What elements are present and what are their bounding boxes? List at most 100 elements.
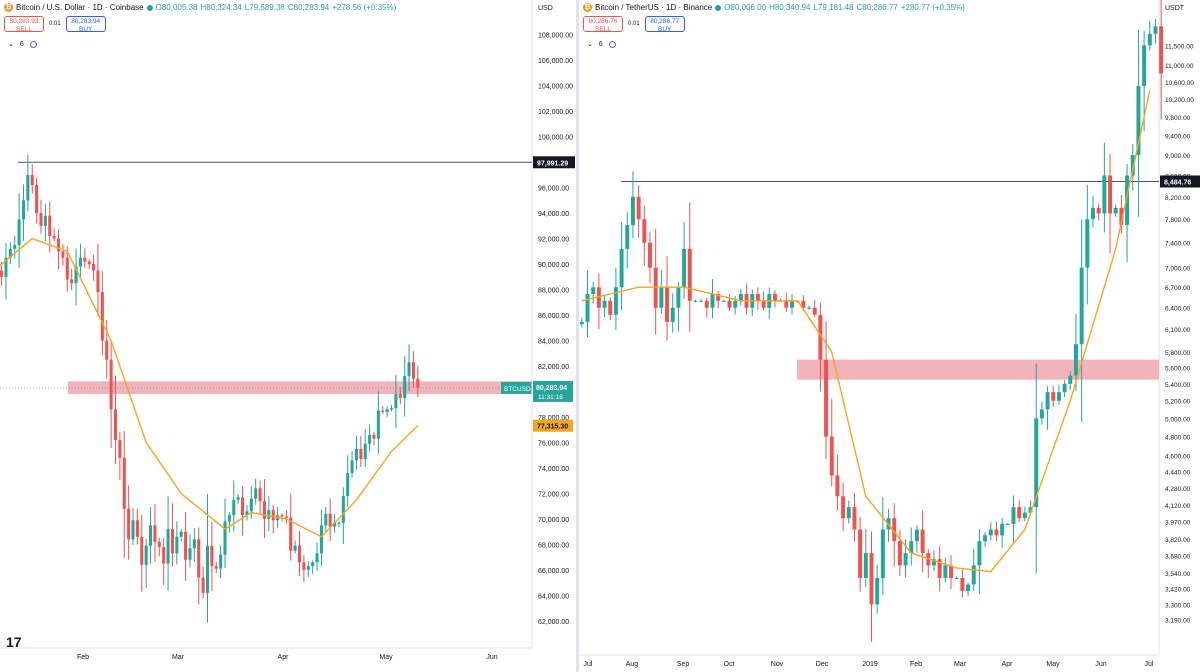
candle-body — [920, 529, 925, 554]
price-tick-label: 78,000.00 — [538, 415, 569, 422]
chart-panel-right[interactable]: USDT 3,190.00 3,300.00 3,420.00 3,540.00 3,68… — [579, 0, 1200, 672]
candle-body — [687, 248, 692, 301]
candle-body — [192, 539, 196, 549]
price-tick-label: 96,000.00 — [538, 186, 569, 193]
ma-price-label-bg — [533, 419, 573, 432]
candlestick-chart-btcusdt[interactable]: USDT 3,190.00 3,300.00 3,420.00 3,540.00 3,68… — [579, 0, 1200, 672]
symbol-title[interactable]: Bitcoin / TetherUS · 1D · Binance — [595, 3, 713, 12]
time-tick-label: Apr — [1002, 661, 1014, 668]
sell-button[interactable]: 80,286.76 SELL — [583, 16, 623, 33]
indicator-count: 6 — [598, 40, 603, 48]
candle-body — [1000, 523, 1005, 536]
symbol-title[interactable]: Bitcoin / U.S. Dollar · 1D · Coinbase — [16, 3, 144, 12]
candle-body — [227, 515, 231, 522]
candle-body — [1102, 175, 1107, 214]
sell-price: 80,283.93 — [9, 18, 39, 25]
indicator-settings-icon[interactable] — [608, 40, 616, 48]
price-tick-label: 8,200.00 — [1165, 195, 1191, 202]
candle-body — [284, 516, 288, 518]
price-tick-label: 3,540.00 — [1165, 571, 1191, 578]
candle-body — [824, 359, 829, 437]
candle-body — [608, 300, 613, 315]
candle-body — [1028, 507, 1033, 513]
price-tick-label: 10,600.00 — [1165, 80, 1194, 87]
buy-button[interactable]: 80,286.77 BUY — [644, 16, 685, 33]
price-tick-label: 6,700.00 — [1165, 285, 1191, 292]
candle-body — [807, 307, 812, 309]
candle-body — [1085, 219, 1090, 268]
candle-body — [949, 565, 954, 578]
candle-body — [337, 522, 341, 524]
sell-label: SELL — [595, 25, 611, 33]
ohlc-open: O80,005.38 — [155, 3, 198, 12]
buy-button[interactable]: 80,283.94 BUY — [65, 16, 106, 33]
candle-body — [78, 257, 82, 267]
moving-average-line — [581, 90, 1151, 573]
candle-body — [596, 287, 601, 308]
candle-body — [341, 496, 345, 523]
candle-body — [394, 394, 398, 409]
candle-body — [219, 554, 223, 569]
candle-body — [140, 536, 144, 565]
sell-button[interactable]: 80,283.93 SELL — [4, 16, 44, 33]
price-tick-label: 7,800.00 — [1165, 217, 1191, 224]
chevron-down-icon[interactable]: ⌄ — [587, 41, 593, 48]
indicators-toggle[interactable]: ⌄ 6 — [8, 40, 37, 48]
price-tick-label: 82,000.00 — [538, 364, 569, 371]
symbol-tag: BTCUSD — [504, 386, 531, 393]
candle-body — [280, 515, 284, 517]
tradingview-logo[interactable]: 17 — [6, 634, 22, 650]
candle-body — [354, 448, 359, 461]
candle-body — [74, 266, 78, 284]
ohlc-change: +280.77 (+0.35%) — [900, 3, 965, 12]
trade-buttons: 80,286.76 SELL 0.01 80,286.77 BUY — [583, 16, 685, 33]
countdown-label: 11:31:18 — [538, 394, 563, 401]
panel-divider[interactable] — [576, 0, 579, 672]
last-price-label: 80,283.94 — [536, 385, 567, 392]
candlestick-chart-btcusd[interactable]: USD 62,000.00 64,000.00 66,000.00 68,000.00 7… — [0, 0, 576, 672]
candle-body — [4, 257, 8, 277]
candle-body — [1045, 392, 1050, 410]
price-tick-label: 64,000.00 — [538, 593, 569, 600]
price-tick-label: 86,000.00 — [538, 313, 569, 320]
last-price-label-bg — [533, 380, 573, 402]
spread-value: 0.01 — [49, 21, 61, 27]
candle-body — [755, 293, 760, 301]
candle-body — [704, 300, 709, 308]
time-tick-label: May — [379, 654, 393, 661]
price-tick-label: 5,400.00 — [1165, 382, 1191, 389]
candle-body — [676, 287, 681, 308]
candle-body — [846, 507, 851, 519]
candle-body — [630, 196, 635, 225]
candle-body — [988, 529, 993, 536]
chevron-down-icon[interactable]: ⌄ — [8, 41, 14, 48]
price-tick-label: 4,600.00 — [1165, 454, 1191, 461]
hline-price-label-bg — [1160, 175, 1200, 188]
price-tick-label: 100,000.00 — [538, 135, 573, 142]
spread-value: 0.01 — [628, 21, 640, 27]
price-tick-label: 11,000.00 — [1165, 63, 1194, 70]
candle-body — [1011, 507, 1016, 524]
candle-body — [70, 279, 74, 284]
candle-body — [738, 293, 743, 301]
candle-body — [579, 321, 584, 325]
candle-body — [909, 541, 914, 554]
candle-body — [223, 521, 227, 555]
hline-price-label: 8,484.76 — [1164, 179, 1191, 186]
indicator-settings-icon[interactable] — [29, 40, 37, 48]
candle-body — [175, 536, 179, 554]
candle-body — [96, 270, 100, 293]
candle-body — [863, 553, 868, 578]
candle-body — [710, 293, 715, 308]
candle-body — [52, 236, 56, 239]
indicators-toggle[interactable]: ⌄ 6 — [587, 40, 616, 48]
candle-body — [346, 473, 350, 497]
candle-body — [350, 460, 354, 474]
sell-label: SELL — [16, 25, 32, 33]
candle-body — [324, 513, 328, 526]
candle-body — [376, 410, 380, 439]
candle-body — [1119, 207, 1124, 225]
candle-body — [1153, 26, 1158, 34]
candle-body — [914, 529, 919, 542]
chart-panel-left[interactable]: USD 62,000.00 64,000.00 66,000.00 68,000.00 7… — [0, 0, 576, 672]
